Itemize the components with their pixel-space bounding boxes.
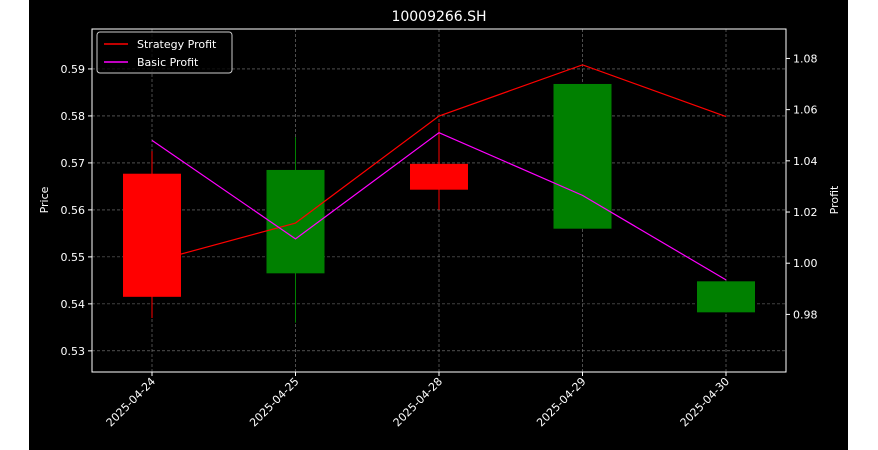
candle-body (123, 173, 181, 297)
y2-tick-label: 1.00 (793, 257, 818, 270)
legend: Strategy Profit Basic Profit (96, 31, 233, 74)
x-tick-label: 2025-04-29 (534, 375, 588, 429)
y2-tick-label: 1.08 (793, 52, 818, 65)
y-tick-label: 0.58 (61, 110, 86, 123)
profit-lines (151, 64, 727, 281)
series-line-strategy-profit (151, 64, 727, 263)
candle-body (266, 169, 325, 274)
y-tick-label: 0.56 (61, 204, 86, 217)
y-tick-label: 0.57 (61, 157, 86, 170)
y2-axis-label: Profit (828, 185, 841, 214)
x-axis: 2025-04-24 2025-04-25 2025-04-28 2025-04-29… (104, 372, 732, 429)
y2-tick-label: 0.98 (793, 308, 818, 321)
y2-tick-label: 1.04 (793, 155, 818, 168)
candle-body (410, 163, 468, 190)
x-tick-label: 2025-04-25 (247, 375, 301, 429)
x-tick-label: 2025-04-30 (678, 375, 732, 429)
candlesticks (123, 83, 755, 323)
y-axis-left: 0.53 0.54 0.55 0.56 0.57 0.58 0.59 (61, 63, 92, 358)
y2-tick-label: 1.06 (793, 104, 818, 117)
legend-label-strategy: Strategy Profit (137, 38, 217, 51)
x-tick-label: 2025-04-28 (391, 375, 445, 429)
legend-box (96, 31, 233, 74)
candle-body (553, 83, 612, 229)
y-tick-label: 0.59 (61, 63, 86, 76)
chart-title: 10009266.SH (391, 9, 486, 25)
y2-tick-label: 1.02 (793, 206, 818, 219)
y-axis-label: Price (38, 186, 51, 213)
legend-label-basic: Basic Profit (137, 56, 199, 69)
y-tick-label: 0.54 (61, 298, 86, 311)
candle-body (697, 281, 755, 313)
y-tick-label: 0.55 (61, 251, 86, 264)
x-tick-label: 2025-04-24 (104, 375, 158, 429)
y-tick-label: 0.53 (61, 345, 86, 358)
series-line-basic-profit (151, 131, 727, 281)
y-axis-right: 0.98 1.00 1.02 1.04 1.06 1.08 (786, 52, 818, 321)
